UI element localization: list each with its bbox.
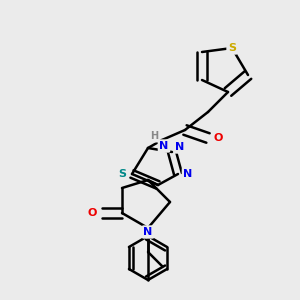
Text: O: O — [87, 208, 97, 218]
Text: O: O — [213, 133, 223, 143]
Text: N: N — [159, 141, 169, 151]
Text: N: N — [183, 169, 193, 179]
Text: S: S — [228, 43, 236, 53]
Text: N: N — [176, 142, 184, 152]
Text: H: H — [150, 131, 158, 141]
Text: S: S — [118, 169, 126, 179]
Text: N: N — [143, 227, 153, 237]
